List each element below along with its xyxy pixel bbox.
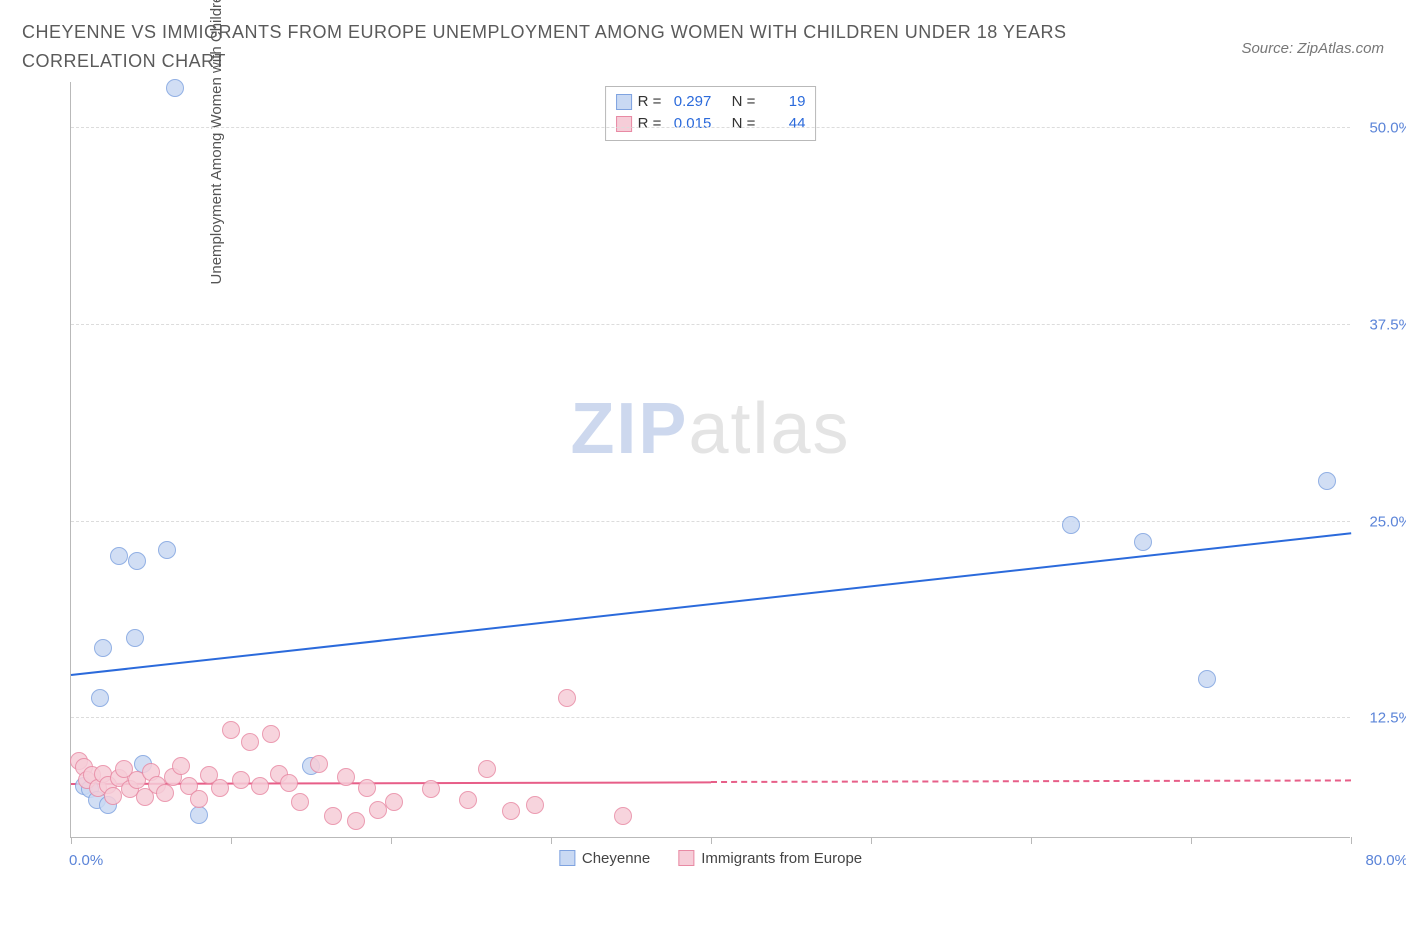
data-point xyxy=(526,796,544,814)
stat-n-value: 19 xyxy=(761,91,805,114)
data-point xyxy=(262,725,280,743)
legend-label: Cheyenne xyxy=(582,850,650,867)
data-point xyxy=(94,639,112,657)
legend-label: Immigrants from Europe xyxy=(701,850,862,867)
data-point xyxy=(422,780,440,798)
data-point xyxy=(1134,533,1152,551)
data-point xyxy=(172,757,190,775)
legend-swatch xyxy=(616,94,632,110)
legend-series: Cheyenne Immigrants from Europe xyxy=(559,850,862,867)
data-point xyxy=(110,547,128,565)
gridline xyxy=(71,717,1350,718)
x-tick xyxy=(551,837,552,844)
gridline xyxy=(71,127,1350,128)
x-tick xyxy=(391,837,392,844)
legend-item: Cheyenne xyxy=(559,850,650,867)
y-tick-label: 25.0% xyxy=(1369,513,1406,530)
data-point xyxy=(156,784,174,802)
gridline xyxy=(71,521,1350,522)
x-tick xyxy=(711,837,712,844)
gridline xyxy=(71,324,1350,325)
stat-n-label: N = xyxy=(732,91,756,114)
x-tick xyxy=(1351,837,1352,844)
x-tick xyxy=(871,837,872,844)
data-point xyxy=(251,777,269,795)
legend-stats: R =0.297 N =19R =0.015 N =44 xyxy=(605,86,817,141)
watermark-zip: ZIP xyxy=(570,389,688,469)
data-point xyxy=(291,793,309,811)
source-attribution: Source: ZipAtlas.com xyxy=(1241,40,1384,57)
data-point xyxy=(190,806,208,824)
x-axis-start-label: 0.0% xyxy=(69,852,103,869)
legend-stat-row: R =0.015 N =44 xyxy=(616,113,806,136)
data-point xyxy=(337,768,355,786)
legend-swatch xyxy=(559,850,575,866)
data-point xyxy=(104,787,122,805)
trend-line xyxy=(71,532,1351,676)
trend-line xyxy=(711,779,1351,783)
stat-r-value: 0.297 xyxy=(667,91,711,114)
data-point xyxy=(478,760,496,778)
data-point xyxy=(128,552,146,570)
data-point xyxy=(1318,472,1336,490)
watermark-atlas: atlas xyxy=(688,389,850,469)
stat-r-label: R = xyxy=(638,91,662,114)
legend-swatch xyxy=(616,116,632,132)
data-point xyxy=(126,629,144,647)
data-point xyxy=(166,79,184,97)
stat-r-value: 0.015 xyxy=(667,113,711,136)
y-tick-label: 37.5% xyxy=(1369,316,1406,333)
y-tick-label: 50.0% xyxy=(1369,119,1406,136)
stat-r-label: R = xyxy=(638,113,662,136)
data-point xyxy=(385,793,403,811)
x-tick xyxy=(1191,837,1192,844)
data-point xyxy=(91,689,109,707)
watermark: ZIPatlas xyxy=(570,388,850,470)
data-point xyxy=(280,774,298,792)
plot-area: ZIPatlas R =0.297 N =19R =0.015 N =44 Ch… xyxy=(70,82,1350,838)
legend-stat-row: R =0.297 N =19 xyxy=(616,91,806,114)
data-point xyxy=(324,807,342,825)
data-point xyxy=(310,755,328,773)
data-point xyxy=(558,689,576,707)
data-point xyxy=(358,779,376,797)
data-point xyxy=(1198,670,1216,688)
data-point xyxy=(1062,516,1080,534)
x-axis-end-label: 80.0% xyxy=(1365,852,1406,869)
x-tick xyxy=(71,837,72,844)
data-point xyxy=(211,779,229,797)
data-point xyxy=(158,541,176,559)
data-point xyxy=(190,790,208,808)
data-point xyxy=(459,791,477,809)
data-point xyxy=(347,812,365,830)
data-point xyxy=(614,807,632,825)
x-tick xyxy=(231,837,232,844)
legend-item: Immigrants from Europe xyxy=(678,850,862,867)
legend-swatch xyxy=(678,850,694,866)
data-point xyxy=(241,733,259,751)
data-point xyxy=(232,771,250,789)
stat-n-label: N = xyxy=(732,113,756,136)
stat-n-value: 44 xyxy=(761,113,805,136)
chart-title: CHEYENNE VS IMMIGRANTS FROM EUROPE UNEMP… xyxy=(22,18,1122,76)
data-point xyxy=(222,721,240,739)
data-point xyxy=(502,802,520,820)
x-tick xyxy=(1031,837,1032,844)
y-tick-label: 12.5% xyxy=(1369,710,1406,727)
